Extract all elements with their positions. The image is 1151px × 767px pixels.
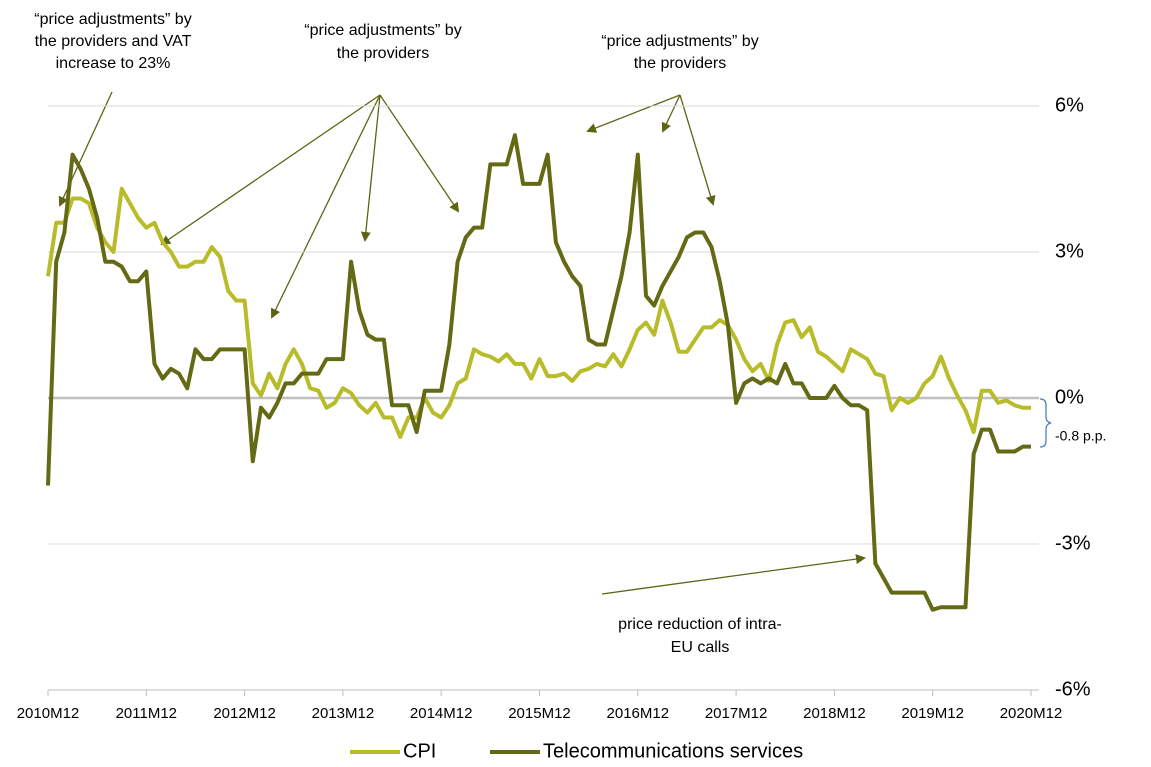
x-tick-label: 2015M12: [508, 705, 571, 722]
legend-label: Telecommunications services: [543, 740, 803, 762]
arrow: [661, 94, 681, 133]
annotation: -0.8 p.p.: [1055, 428, 1106, 444]
brace: [1039, 398, 1052, 448]
annotation: the providers: [634, 55, 727, 72]
x-tick-label: 2014M12: [410, 705, 473, 722]
x-tick-label: 2017M12: [705, 705, 768, 722]
annotation: price reduction of intra-: [618, 616, 782, 633]
x-tick-label: 2019M12: [901, 705, 964, 722]
x-tick-label: 2020M12: [1000, 705, 1063, 722]
annotation: the providers: [337, 45, 430, 62]
x-tick-label: 2011M12: [116, 705, 177, 722]
annotation: increase to 23%: [56, 55, 171, 72]
arrow: [360, 94, 381, 242]
annotation: “price adjustments” by: [34, 11, 191, 28]
annotation-arrows: [58, 91, 866, 595]
annotation: the providers and VAT: [35, 33, 192, 50]
x-tick-label: 2013M12: [312, 705, 375, 722]
y-tick-label: -6%: [1055, 678, 1091, 700]
arrow: [601, 554, 866, 595]
y-tick-label: 0%: [1055, 386, 1084, 408]
x-tick-label: 2018M12: [803, 705, 866, 722]
arrow: [379, 94, 460, 213]
x-tick-label: 2010M12: [17, 705, 80, 722]
arrow: [586, 94, 681, 133]
series-line: [46, 133, 1031, 612]
legend-label: CPI: [403, 740, 436, 762]
arrow: [271, 94, 381, 319]
arrow: [679, 94, 716, 206]
annotation: “price adjustments” by: [304, 22, 461, 39]
x-tick-label: 2016M12: [607, 705, 670, 722]
annotation: EU calls: [671, 639, 730, 656]
y-tick-label: 3%: [1055, 240, 1084, 262]
series-line: [46, 186, 1031, 439]
y-tick-label: 6%: [1055, 94, 1084, 116]
y-tick-label: -3%: [1055, 532, 1091, 554]
x-tick-label: 2012M12: [213, 705, 276, 722]
annotation: “price adjustments” by: [601, 33, 758, 50]
arrow: [160, 94, 381, 246]
